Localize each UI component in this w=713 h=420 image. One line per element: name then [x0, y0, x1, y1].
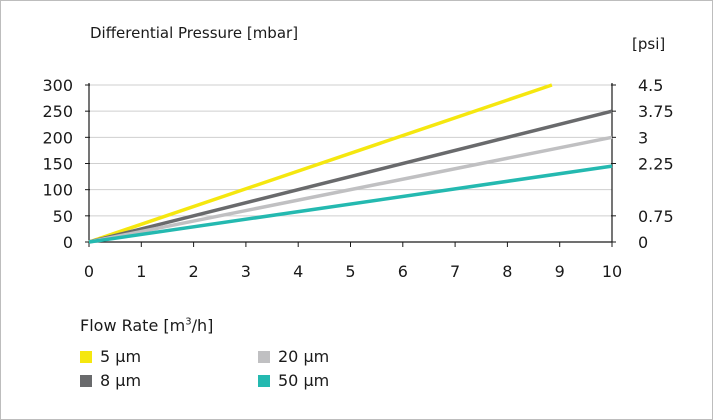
right-tick-label: 2.25 [638, 155, 674, 174]
y-tick-label: 200 [42, 128, 73, 147]
pressure-flow-chart: 0 50 100 150 200 250 300 0 0.75 2.25 3 3.75 4.5 0 1 2 3 4… [42, 24, 673, 281]
right-tick-label: 0.75 [638, 207, 674, 226]
legend-swatch [80, 374, 92, 387]
x-axis-label-suffix: /h] [191, 316, 214, 335]
x-axis-label: Flow Rate [m3/h] [80, 316, 213, 335]
legend-swatch [258, 350, 270, 363]
chart-title: Differential Pressure [mbar] [90, 24, 298, 42]
y-tick-label: 150 [42, 155, 73, 174]
y-tick-label: 250 [42, 102, 73, 121]
x-tick-label: 10 [602, 262, 622, 281]
right-tick-label: 0 [638, 233, 648, 252]
tick-labels: 0 50 100 150 200 250 300 0 0.75 2.25 3 3.75 4.5 0 1 2 3 4… [42, 76, 673, 281]
x-tick-label: 9 [555, 262, 565, 281]
x-tick-label: 7 [450, 262, 460, 281]
legend-item: 20 µm [258, 347, 329, 366]
legend-swatch [80, 350, 92, 363]
legend-label: 5 µm [100, 347, 142, 366]
x-axis-label-sup: 3 [185, 316, 192, 328]
right-axis-label: [psi] [632, 35, 665, 53]
x-tick-label: 1 [136, 262, 146, 281]
series-line [88, 164, 613, 244]
right-tick-label: 4.5 [638, 76, 663, 95]
legend-item: 8 µm [80, 371, 141, 390]
x-tick-label: 0 [84, 262, 94, 281]
right-tick-label: 3 [638, 128, 648, 147]
x-tick-label: 6 [398, 262, 408, 281]
legend-swatch [258, 374, 270, 387]
grid-lines [89, 84, 612, 217]
x-tick-label: 8 [502, 262, 512, 281]
y-tick-label: 0 [63, 233, 73, 252]
series-line [88, 109, 613, 244]
x-axis-label-prefix: Flow Rate [m [80, 316, 186, 335]
y-tick-label: 300 [42, 76, 73, 95]
x-tick-label: 5 [345, 262, 355, 281]
x-tick-label: 2 [189, 262, 199, 281]
y-tick-label: 50 [53, 207, 73, 226]
right-tick-label: 3.75 [638, 102, 674, 121]
legend-item: 50 µm [258, 371, 329, 390]
legend-label: 20 µm [278, 347, 330, 366]
legend-item: 5 µm [80, 347, 141, 366]
series-lines [88, 83, 613, 244]
x-tick-label: 3 [241, 262, 251, 281]
series-line [88, 83, 553, 244]
y-tick-label: 100 [42, 181, 73, 200]
x-tick-label: 4 [293, 262, 303, 281]
series-line [88, 135, 613, 244]
legend-label: 50 µm [278, 371, 330, 390]
legend-label: 8 µm [100, 371, 142, 390]
